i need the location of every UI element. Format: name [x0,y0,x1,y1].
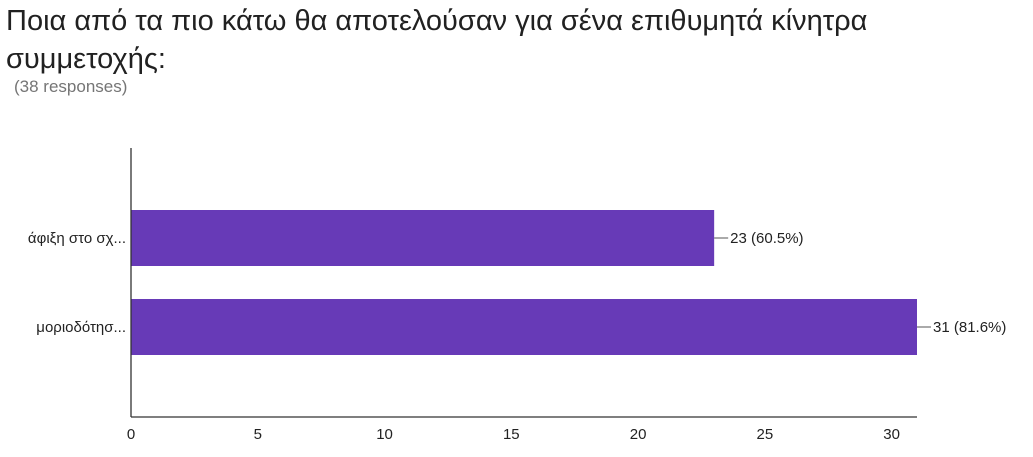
x-tick-label-20: 20 [630,426,647,443]
x-tick-label-5: 5 [254,426,262,443]
bar-2 [131,299,917,355]
data-label-1: 23 (60.5%) [730,230,803,247]
category-label-2: μοριοδότησ... [36,319,126,336]
x-tick-label-15: 15 [503,426,520,443]
bar-1 [131,210,715,266]
category-label-1: άφιξη στο σχ... [28,230,126,247]
x-tick-label-10: 10 [376,426,393,443]
question-title: Ποια από τα πιο κάτω θα αποτελούσαν για … [6,5,868,75]
x-tick-label-0: 0 [127,426,135,443]
data-label-2: 31 (81.6%) [933,319,1006,336]
response-count: (38 responses) [14,77,128,96]
x-tick-label-30: 30 [883,426,900,443]
x-tick-label-25: 25 [757,426,774,443]
